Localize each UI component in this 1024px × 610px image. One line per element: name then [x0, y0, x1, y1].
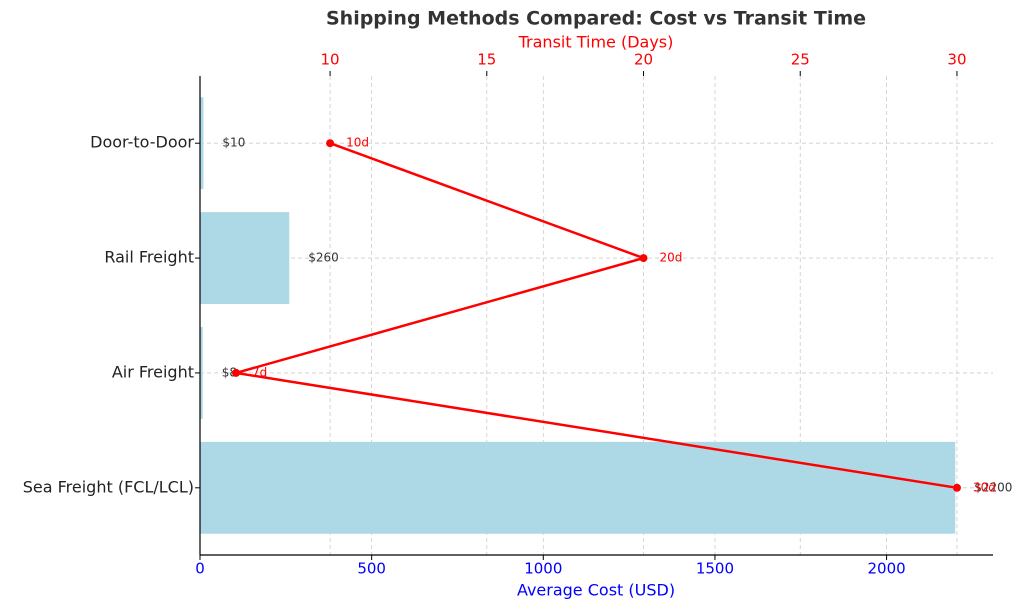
line-value-label: 20d	[660, 251, 683, 265]
x2-tick-label: 15	[477, 51, 496, 69]
line-value-label: 7d	[252, 365, 267, 379]
bar	[200, 212, 290, 305]
y-tick-label: Door-to-Door	[90, 133, 194, 152]
y-tick-label: Sea Freight (FCL/LCL)	[23, 477, 194, 496]
x2-tick-label: 30	[947, 51, 966, 69]
bar	[200, 326, 203, 419]
x2-axis-label: Transit Time (Days)	[518, 33, 674, 52]
x-tick-label: 500	[357, 560, 386, 578]
x-tick-label: 1500	[696, 560, 734, 578]
bar	[200, 97, 204, 190]
x-axis-label: Average Cost (USD)	[517, 581, 675, 600]
bar-value-label: $10	[222, 136, 245, 150]
x2-tick-label: 20	[634, 51, 653, 69]
x-tick-label: 1000	[524, 560, 562, 578]
bar-value-label: $2200	[974, 480, 1012, 494]
x-tick-label: 2000	[867, 560, 905, 578]
line-value-label: 10d	[346, 136, 369, 150]
x2-tick-label: 10	[321, 51, 340, 69]
y-tick-label: Rail Freight	[104, 248, 194, 267]
x2-tick-label: 25	[791, 51, 810, 69]
line-value-label: 30d	[973, 480, 996, 494]
x-tick-label: 0	[195, 560, 205, 578]
line-point	[952, 483, 961, 492]
line-point	[232, 368, 241, 377]
chart-title: Shipping Methods Compared: Cost vs Trans…	[326, 8, 866, 30]
y-tick-label: Air Freight	[112, 362, 194, 381]
bar	[200, 441, 956, 534]
bar-value-label: $8	[222, 365, 237, 379]
line-point	[326, 139, 335, 148]
line-point	[639, 254, 648, 263]
line	[235, 142, 958, 490]
bar-value-label: $260	[308, 251, 339, 265]
